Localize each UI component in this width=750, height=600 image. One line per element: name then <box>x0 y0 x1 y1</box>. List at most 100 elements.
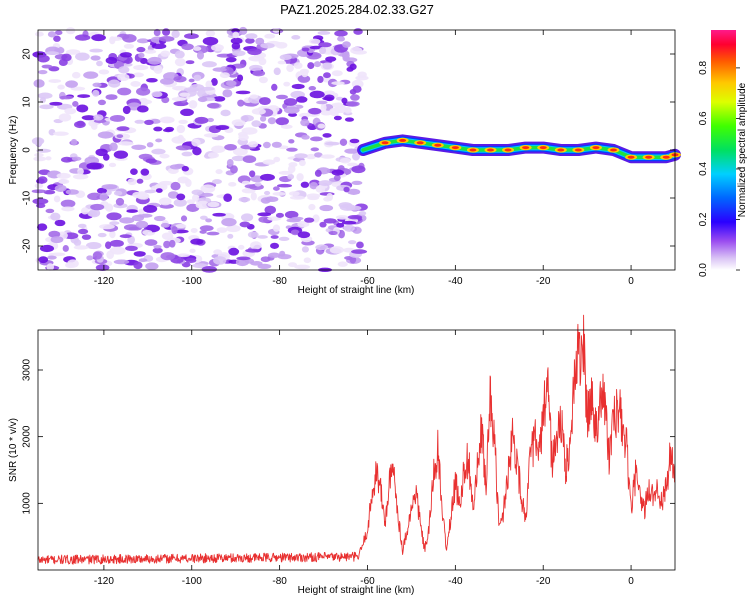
noise-blob <box>61 206 75 212</box>
noise-blob <box>322 133 332 138</box>
signal-hotspot <box>662 155 670 159</box>
noise-blob <box>81 207 89 215</box>
noise-blob <box>301 246 309 253</box>
noise-blob <box>331 81 345 86</box>
noise-blob <box>153 215 166 222</box>
noise-blob <box>320 103 327 112</box>
noise-blob <box>144 239 158 246</box>
noise-blob <box>146 77 158 83</box>
spectrogram-x-tick-label: -80 <box>272 276 287 287</box>
noise-blob <box>203 133 219 138</box>
noise-blob <box>206 231 220 236</box>
snr-x-ticks: -120 -100 -80 -60 -40 -20 0 <box>94 330 634 587</box>
noise-blob <box>173 86 184 91</box>
noise-blob <box>213 96 226 102</box>
snr-y-tick-label: 3000 <box>22 358 33 381</box>
spectrogram-x-tick-label: -60 <box>360 276 375 287</box>
noise-blob <box>159 116 175 124</box>
noise-blob <box>90 203 105 211</box>
noise-blob <box>271 141 282 148</box>
noise-blob <box>316 100 328 105</box>
noise-blob <box>153 65 163 74</box>
snr-frame <box>37 329 676 571</box>
noise-blob <box>314 152 323 158</box>
signal-hotspot <box>451 146 459 150</box>
noise-blob <box>224 144 237 151</box>
noise-blob <box>142 229 153 236</box>
noise-blob <box>273 156 281 163</box>
noise-blob <box>258 57 267 66</box>
noise-blob <box>275 212 284 218</box>
noise-blob <box>139 57 148 65</box>
noise-blob <box>136 87 151 96</box>
noise-blob <box>358 211 367 216</box>
noise-blob <box>251 108 266 115</box>
noise-blob <box>289 195 306 200</box>
noise-blob <box>83 71 99 79</box>
signal-hotspot <box>381 141 389 145</box>
noise-blob <box>199 215 208 220</box>
colorbar: 0.0 0.2 0.4 0.6 0.8 Normalized spectral ampl… <box>698 30 748 277</box>
noise-blob <box>349 138 360 144</box>
signal-hotspot <box>539 146 547 150</box>
noise-blob <box>264 205 276 215</box>
noise-blob <box>133 261 143 270</box>
noise-blob <box>220 109 231 117</box>
signal-hotspot <box>399 138 407 142</box>
noise-blob <box>46 263 55 271</box>
noise-blob <box>265 196 279 203</box>
noise-blob <box>91 123 98 130</box>
noise-blob <box>331 70 343 77</box>
spectrogram-y-label: Frequency (Hz) <box>8 116 19 185</box>
noise-blob <box>315 244 329 251</box>
noise-blob <box>254 181 262 187</box>
spectrogram-y-tick-label: 10 <box>22 96 33 108</box>
noise-blob <box>205 218 212 223</box>
spectrogram-x-ticks: -120 -100 -80 -60 -40 -20 0 <box>94 30 634 287</box>
colorbar-tick-label: 0.2 <box>698 212 709 226</box>
noise-blob <box>113 150 129 159</box>
snr-y-tick-label: 2000 <box>22 425 33 448</box>
snr-x-tick-label: -120 <box>94 576 114 587</box>
noise-blob <box>180 215 188 222</box>
noise-blob <box>70 86 86 91</box>
noise-blob <box>53 35 61 42</box>
noise-blob <box>38 169 51 176</box>
noise-blob <box>153 126 163 132</box>
noise-blob <box>92 251 103 260</box>
noise-blob <box>250 192 257 201</box>
noise-blob <box>323 196 332 202</box>
noise-blob <box>317 75 324 83</box>
noise-blob <box>262 141 271 149</box>
noise-blob <box>191 189 203 196</box>
noise-blob <box>39 96 46 104</box>
noise-blob <box>89 48 103 53</box>
noise-blob <box>57 84 65 90</box>
noise-blob <box>37 223 48 231</box>
noise-blob <box>173 198 187 207</box>
noise-blob <box>290 229 300 236</box>
noise-blob <box>277 60 287 65</box>
noise-blob <box>329 107 341 114</box>
noise-blob <box>212 179 222 185</box>
noise-blob <box>65 80 78 88</box>
noise-blob <box>335 215 349 220</box>
noise-blob <box>105 56 118 65</box>
noise-blob <box>303 257 311 264</box>
noise-blob <box>241 180 250 185</box>
noise-blob <box>96 187 108 194</box>
noise-blob <box>305 153 317 160</box>
noise-blob <box>77 167 84 175</box>
noise-blob <box>185 60 195 65</box>
noise-blob <box>272 28 280 33</box>
noise-blob <box>71 71 81 79</box>
noise-blob <box>267 252 281 258</box>
noise-blob <box>317 123 326 129</box>
noise-blob <box>313 61 321 68</box>
noise-blob <box>109 239 124 248</box>
noise-blob <box>216 227 228 233</box>
noise-blob <box>65 189 79 195</box>
noise-blob <box>50 236 64 244</box>
noise-blob <box>225 56 237 63</box>
noise-blob <box>179 92 191 97</box>
